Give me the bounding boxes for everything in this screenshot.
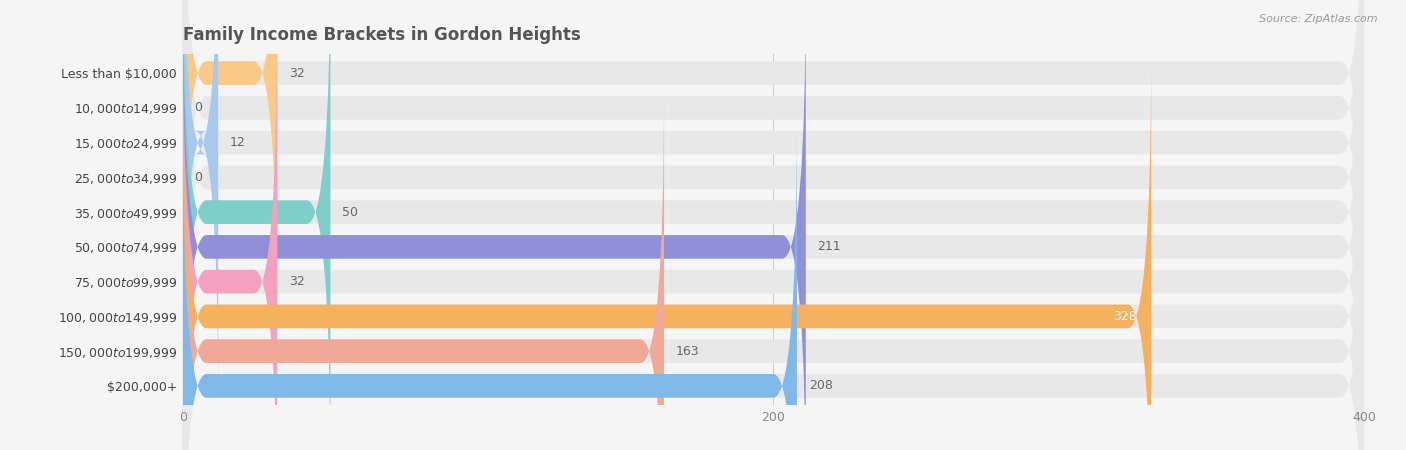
Text: 12: 12	[231, 136, 246, 149]
Text: 0: 0	[194, 171, 202, 184]
FancyBboxPatch shape	[183, 0, 1364, 409]
Text: 211: 211	[818, 240, 841, 253]
FancyBboxPatch shape	[183, 0, 1364, 450]
Text: 208: 208	[808, 379, 832, 392]
Text: 0: 0	[194, 101, 202, 114]
FancyBboxPatch shape	[183, 120, 797, 450]
FancyBboxPatch shape	[183, 0, 277, 339]
Text: Family Income Brackets in Gordon Heights: Family Income Brackets in Gordon Heights	[183, 26, 581, 44]
Text: Source: ZipAtlas.com: Source: ZipAtlas.com	[1260, 14, 1378, 23]
FancyBboxPatch shape	[183, 0, 218, 409]
FancyBboxPatch shape	[183, 85, 1364, 450]
FancyBboxPatch shape	[183, 0, 330, 450]
FancyBboxPatch shape	[183, 0, 806, 450]
FancyBboxPatch shape	[183, 0, 1364, 374]
Text: 328: 328	[1112, 310, 1136, 323]
FancyBboxPatch shape	[183, 50, 1152, 450]
Text: 32: 32	[290, 275, 305, 288]
FancyBboxPatch shape	[183, 120, 1364, 450]
FancyBboxPatch shape	[183, 0, 1364, 450]
FancyBboxPatch shape	[183, 50, 1364, 450]
FancyBboxPatch shape	[183, 0, 1364, 339]
FancyBboxPatch shape	[183, 85, 664, 450]
Text: 163: 163	[676, 345, 700, 358]
Text: 50: 50	[342, 206, 359, 219]
FancyBboxPatch shape	[183, 15, 1364, 450]
Text: 32: 32	[290, 67, 305, 80]
FancyBboxPatch shape	[183, 15, 277, 450]
FancyBboxPatch shape	[183, 0, 1364, 444]
